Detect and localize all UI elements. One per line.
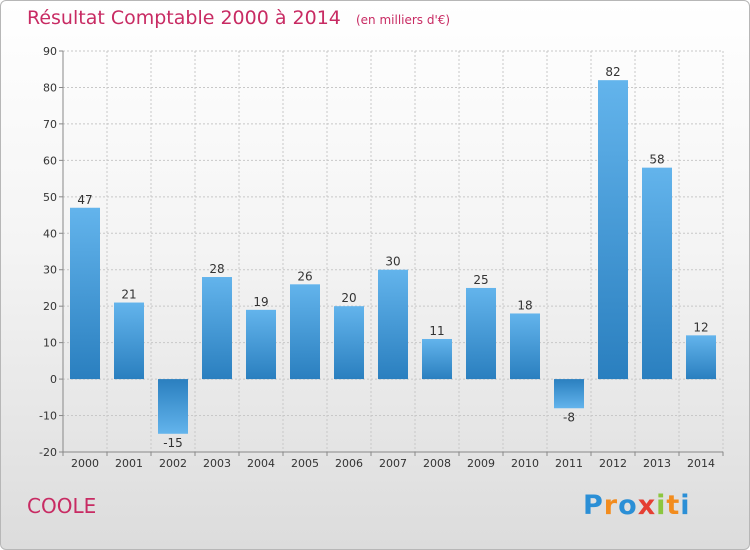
brand-letter: x <box>637 490 657 521</box>
bar-value-label: 58 <box>649 153 664 167</box>
x-tick-label: 2002 <box>159 457 187 470</box>
bar-value-label: 11 <box>429 324 444 338</box>
bar-value-label: 47 <box>77 193 92 207</box>
bar-value-label: 18 <box>517 298 532 312</box>
bar-value-label: 30 <box>385 255 400 269</box>
bar <box>554 379 584 409</box>
bar-labels: 47 21 -15 28 19 26 20 30 11 25 18 -8 82 58 12 <box>77 65 708 450</box>
bar-value-label: 82 <box>605 65 620 79</box>
y-tick-label: 30 <box>43 264 57 277</box>
bar <box>70 207 100 380</box>
bar <box>290 284 320 380</box>
brand-letter: t <box>666 490 681 521</box>
bar-value-label: 25 <box>473 273 488 287</box>
x-tick-label: 2000 <box>71 457 99 470</box>
bar <box>598 80 628 380</box>
bar <box>334 306 364 380</box>
x-tick-label: 2007 <box>379 457 407 470</box>
bar <box>466 287 496 380</box>
y-tick-label: 50 <box>43 191 57 204</box>
x-tick-label: 2013 <box>643 457 671 470</box>
bar-value-label: 12 <box>693 320 708 334</box>
bar <box>378 269 408 380</box>
x-tick-label: 2001 <box>115 457 143 470</box>
brand-letter: r <box>603 490 619 521</box>
x-tick-label: 2005 <box>291 457 319 470</box>
axes: -20 -10 0 10 20 30 40 50 60 70 80 90 2000 2001 2002 200… <box>39 45 724 470</box>
bar-value-label: 21 <box>121 288 136 302</box>
commune-name: COOLE <box>27 494 97 518</box>
bar-value-label: -8 <box>563 410 575 424</box>
brand-letter: i <box>680 490 691 521</box>
y-tick-label: 0 <box>50 373 57 386</box>
bar <box>686 335 716 380</box>
x-tick-label: 2009 <box>467 457 495 470</box>
y-tick-label: 20 <box>43 300 57 313</box>
y-tick-label: 80 <box>43 81 57 94</box>
bar-value-label: 26 <box>297 269 312 283</box>
y-tick-label: 70 <box>43 118 57 131</box>
bar-value-label: -15 <box>163 436 183 450</box>
y-tick-label: 40 <box>43 227 57 240</box>
x-tick-label: 2008 <box>423 457 451 470</box>
x-tick-label: 2012 <box>599 457 627 470</box>
x-tick-label: 2014 <box>687 457 715 470</box>
bar <box>114 302 144 380</box>
bar-value-label: 20 <box>341 291 356 305</box>
bar <box>246 309 276 380</box>
bar-value-label: 19 <box>253 295 268 309</box>
x-tick-label: 2006 <box>335 457 363 470</box>
chart-title-row: Résultat Comptable 2000 à 2014 (en milli… <box>27 7 450 29</box>
bar-value-label: 28 <box>209 262 224 276</box>
bar <box>158 379 188 434</box>
y-tick-label: 90 <box>43 45 57 58</box>
x-tick-label: 2011 <box>555 457 583 470</box>
x-tick-label: 2004 <box>247 457 275 470</box>
bars <box>70 80 716 434</box>
bar <box>202 277 232 380</box>
y-tick-label: 60 <box>43 154 57 167</box>
x-tick-label: 2010 <box>511 457 539 470</box>
brand-letter: P <box>583 490 604 521</box>
brand-letter: i <box>656 490 667 521</box>
y-tick-label: -10 <box>39 410 57 423</box>
bar <box>422 338 452 380</box>
y-tick-label: 10 <box>43 337 57 350</box>
proxiti-logo[interactable]: Proxiti <box>583 490 691 521</box>
x-tick-label: 2003 <box>203 457 231 470</box>
bar <box>642 167 672 380</box>
brand-letter: o <box>618 490 638 521</box>
y-tick-label: -20 <box>39 446 57 459</box>
bar <box>510 313 540 380</box>
chart-subtitle: (en milliers d'€) <box>355 13 451 27</box>
chart-title: Résultat Comptable 2000 à 2014 <box>27 7 341 29</box>
